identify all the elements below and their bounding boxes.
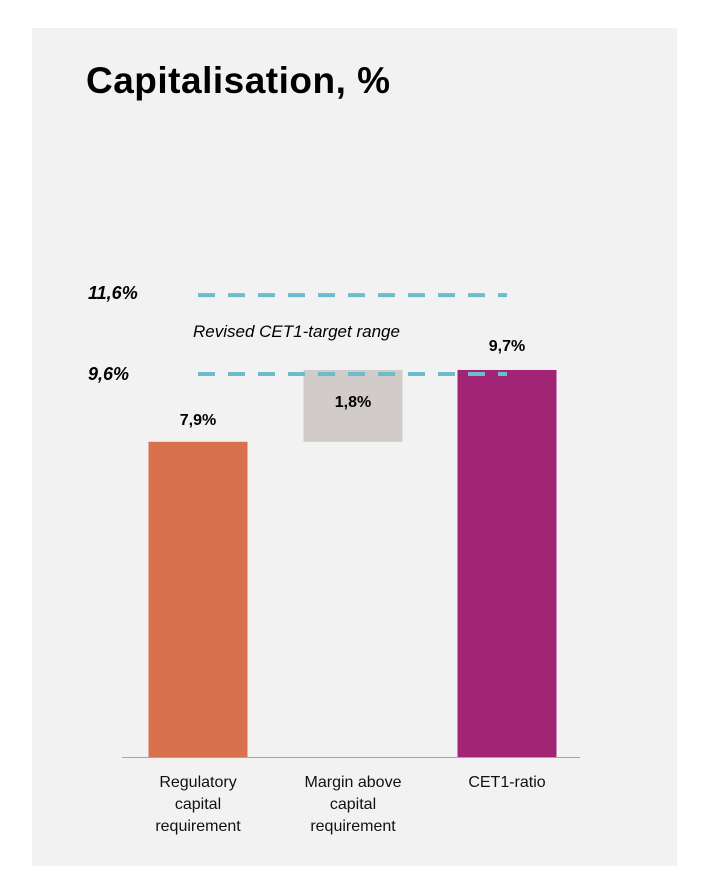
target-low-label: 9,6%	[88, 363, 130, 384]
category-label-line: capital	[329, 796, 377, 813]
bar-value-label-cet1: 9,7%	[488, 337, 526, 355]
chart-panel	[32, 28, 677, 866]
category-label-regulatory: Regulatory capital requirement	[123, 772, 273, 838]
bar-value-label-margin: 1,8%	[334, 393, 372, 411]
target-range-label: Revised CET1-target range	[193, 322, 400, 342]
bar-regulatory	[148, 441, 248, 757]
category-label-margin: Margin above capital requirement	[278, 772, 428, 838]
chart-title: Capitalisation, %	[86, 60, 391, 101]
category-label-line: requirement	[310, 818, 396, 835]
category-label-line: capital	[174, 796, 222, 813]
bar-value-label-regulatory: 7,9%	[179, 411, 217, 429]
bar-cet1	[457, 369, 557, 757]
category-label-line: CET1-ratio	[468, 774, 546, 791]
bar-margin	[303, 369, 403, 442]
category-label-cet1: CET1-ratio	[432, 772, 582, 794]
category-label-line: requirement	[155, 818, 241, 835]
category-label-line: Regulatory	[159, 774, 237, 791]
category-label-line: Margin above	[304, 774, 402, 791]
target-high-label: 11,6%	[88, 283, 138, 304]
